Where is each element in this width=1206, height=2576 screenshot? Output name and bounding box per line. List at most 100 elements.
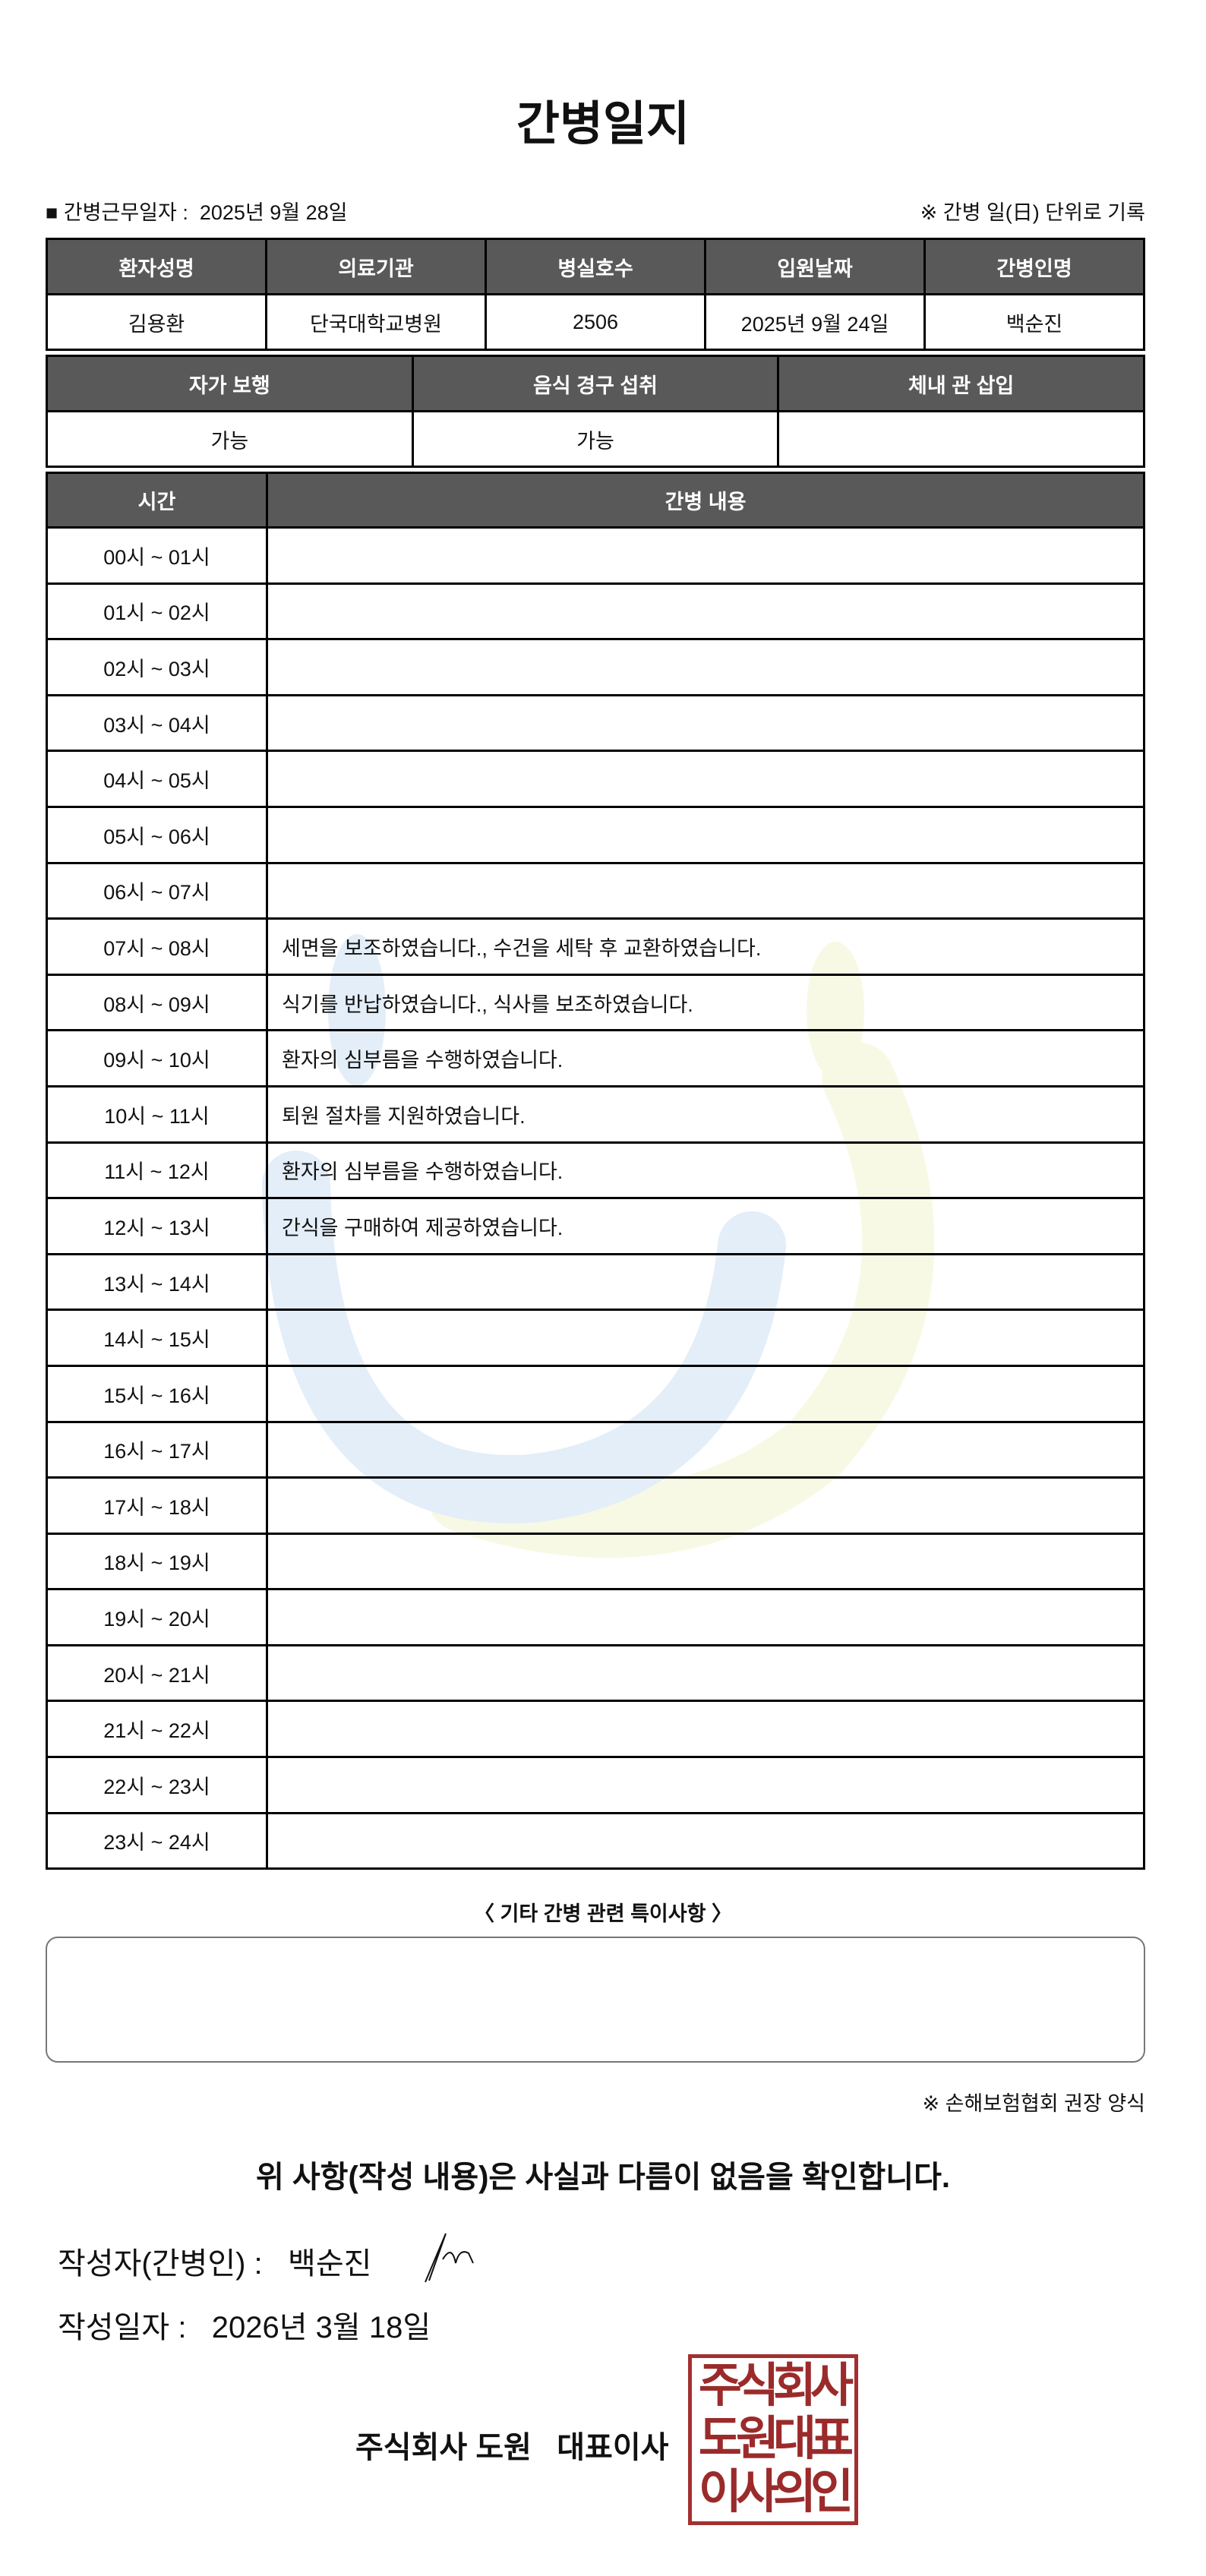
time-slot: 22시 ~ 23시 xyxy=(46,1756,268,1814)
table-row: 11시 ~ 12시 환자의 심부름을 수행하였습니다. xyxy=(46,1141,1145,1200)
care-content: 환자의 심부름을 수행하였습니다. xyxy=(266,1029,1145,1088)
care-content: 환자의 심부름을 수행하였습니다. xyxy=(266,1141,1145,1200)
table-row: 02시 ~ 03시 xyxy=(46,638,1145,696)
care-content: 간식을 구매하여 제공하였습니다. xyxy=(266,1197,1145,1255)
header-tube: 체내 관 삽입 xyxy=(777,355,1145,412)
time-slot: 06시 ~ 07시 xyxy=(46,861,268,920)
care-content xyxy=(266,1643,1145,1703)
table-row: 01시 ~ 02시 xyxy=(46,582,1145,641)
time-slot: 11시 ~ 12시 xyxy=(46,1141,268,1200)
time-slot: 17시 ~ 18시 xyxy=(46,1476,268,1535)
time-slot: 04시 ~ 05시 xyxy=(46,750,268,808)
care-content xyxy=(266,638,1145,696)
time-slot: 01시 ~ 02시 xyxy=(46,582,268,641)
remarks-label: 〈 기타 간병 관련 특이사항 〉 xyxy=(474,1902,732,1925)
care-content xyxy=(266,582,1145,641)
room-number: 2506 xyxy=(485,293,706,351)
time-slot: 07시 ~ 08시 xyxy=(46,917,268,976)
work-date-label: ■ 간병근무일자 : xyxy=(46,201,188,224)
company-seal-stamp: 주식회사 도원대표 이사의인 xyxy=(688,2354,858,2525)
time-slot: 19시 ~ 20시 xyxy=(46,1588,268,1646)
care-content xyxy=(266,1420,1145,1479)
table-row: 20시 ~ 21시 xyxy=(46,1643,1145,1703)
work-date-value: 2025년 9월 28일 xyxy=(199,201,348,224)
table-row: 07시 ~ 08시 세면을 보조하였습니다., 수건을 세탁 후 교환하였습니다. xyxy=(46,917,1145,976)
table-row: 04시 ~ 05시 xyxy=(46,750,1145,808)
table-row: 15시 ~ 16시 xyxy=(46,1364,1145,1423)
time-slot: 03시 ~ 04시 xyxy=(46,693,268,753)
time-slot: 15시 ~ 16시 xyxy=(46,1364,268,1423)
table-row: 22시 ~ 23시 xyxy=(46,1756,1145,1814)
table-row: 18시 ~ 19시 xyxy=(46,1532,1145,1591)
oral-intake-status: 가능 xyxy=(411,410,780,468)
table-row: 19시 ~ 20시 xyxy=(46,1588,1145,1646)
care-content: 식기를 반납하였습니다., 식사를 보조하였습니다. xyxy=(266,973,1145,1032)
header-walking: 자가 보행 xyxy=(46,355,414,412)
table-row: 23시 ~ 24시 xyxy=(46,1811,1145,1870)
table-row: 10시 ~ 11시 퇴원 절차를 지원하였습니다. xyxy=(46,1084,1145,1144)
table-row: 08시 ~ 09시 식기를 반납하였습니다., 식사를 보조하였습니다. xyxy=(46,973,1145,1032)
writer-label: 작성자(간병인) : xyxy=(58,2247,263,2281)
table-row: 17시 ~ 18시 xyxy=(46,1476,1145,1535)
time-slot: 16시 ~ 17시 xyxy=(46,1420,268,1479)
care-content xyxy=(266,693,1145,753)
time-slot: 09시 ~ 10시 xyxy=(46,1029,268,1088)
table-row: 21시 ~ 22시 xyxy=(46,1700,1145,1759)
time-slot: 20시 ~ 21시 xyxy=(46,1643,268,1703)
admission-date: 2025년 9월 24일 xyxy=(704,293,926,351)
time-slot: 10시 ~ 11시 xyxy=(46,1084,268,1144)
header-admission-date: 입원날짜 xyxy=(704,238,926,295)
care-content xyxy=(266,1476,1145,1535)
writer-line: 작성자(간병인) : 백순진 xyxy=(58,2239,371,2283)
header-care-content: 간병 내용 xyxy=(266,472,1145,529)
table-row: 09시 ~ 10시 환자의 심부름을 수행하였습니다. xyxy=(46,1029,1145,1088)
care-content xyxy=(266,1588,1145,1646)
table-row: 13시 ~ 14시 xyxy=(46,1252,1145,1312)
written-date-line: 작성일자 : 2026년 3월 18일 xyxy=(58,2303,431,2347)
work-date: ■ 간병근무일자 : 2025년 9월 28일 xyxy=(46,196,348,226)
header-time: 시간 xyxy=(46,472,268,529)
table-row: 05시 ~ 06시 xyxy=(46,805,1145,864)
time-slot: 23시 ~ 24시 xyxy=(46,1811,268,1870)
table-row: 16시 ~ 17시 xyxy=(46,1420,1145,1479)
time-slot: 13시 ~ 14시 xyxy=(46,1252,268,1312)
walking-status: 가능 xyxy=(46,410,414,468)
care-content xyxy=(266,861,1145,920)
care-content: 퇴원 절차를 지원하였습니다. xyxy=(266,1084,1145,1144)
care-content xyxy=(266,1700,1145,1759)
patient-status-table: 자가 보행 음식 경구 섭취 체내 관 삽입 가능 가능 xyxy=(46,355,1145,468)
care-content xyxy=(266,1532,1145,1591)
time-slot: 02시 ~ 03시 xyxy=(46,638,268,696)
remarks-box xyxy=(46,1937,1145,2063)
care-content: 세면을 보조하였습니다., 수건을 세탁 후 교환하였습니다. xyxy=(266,917,1145,976)
time-slot: 12시 ~ 13시 xyxy=(46,1197,268,1255)
header-hospital: 의료기관 xyxy=(265,238,487,295)
time-slot: 21시 ~ 22시 xyxy=(46,1700,268,1759)
table-row: 00시 ~ 01시 xyxy=(46,526,1145,585)
header-oral-intake: 음식 경구 섭취 xyxy=(411,355,780,412)
time-slot: 14시 ~ 15시 xyxy=(46,1309,268,1367)
table-row: 06시 ~ 07시 xyxy=(46,861,1145,920)
care-content xyxy=(266,1811,1145,1870)
time-slot: 05시 ~ 06시 xyxy=(46,805,268,864)
care-content xyxy=(266,1309,1145,1367)
time-slot: 18시 ~ 19시 xyxy=(46,1532,268,1591)
patient-info-table: 환자성명 의료기관 병실호수 입원날짜 간병인명 김용환 단국대학교병원 250… xyxy=(46,238,1145,351)
form-note: ※ 손해보험협회 권장 양식 xyxy=(922,2092,1145,2115)
header-room: 병실호수 xyxy=(485,238,706,295)
care-content xyxy=(266,805,1145,864)
header-patient-name: 환자성명 xyxy=(46,238,267,295)
signature xyxy=(425,2233,474,2283)
table-row: 14시 ~ 15시 xyxy=(46,1309,1145,1367)
writer-name: 백순진 xyxy=(288,2247,372,2281)
record-note: ※ 간병 일(日) 단위로 기록 xyxy=(920,201,1145,224)
tube-status xyxy=(777,410,1145,468)
caregiver-name: 백순진 xyxy=(923,293,1145,351)
confirmation-statement: 위 사항(작성 내용)은 사실과 다름이 없음을 확인합니다. xyxy=(255,2161,951,2194)
written-date-label: 작성일자 : xyxy=(58,2311,187,2344)
time-slot: 08시 ~ 09시 xyxy=(46,973,268,1032)
page-title: 간병일지 xyxy=(516,98,690,150)
hospital: 단국대학교병원 xyxy=(265,293,487,351)
patient-name: 김용환 xyxy=(46,293,267,351)
company-representative: 주식회사 도원 대표이사 xyxy=(355,2431,669,2464)
